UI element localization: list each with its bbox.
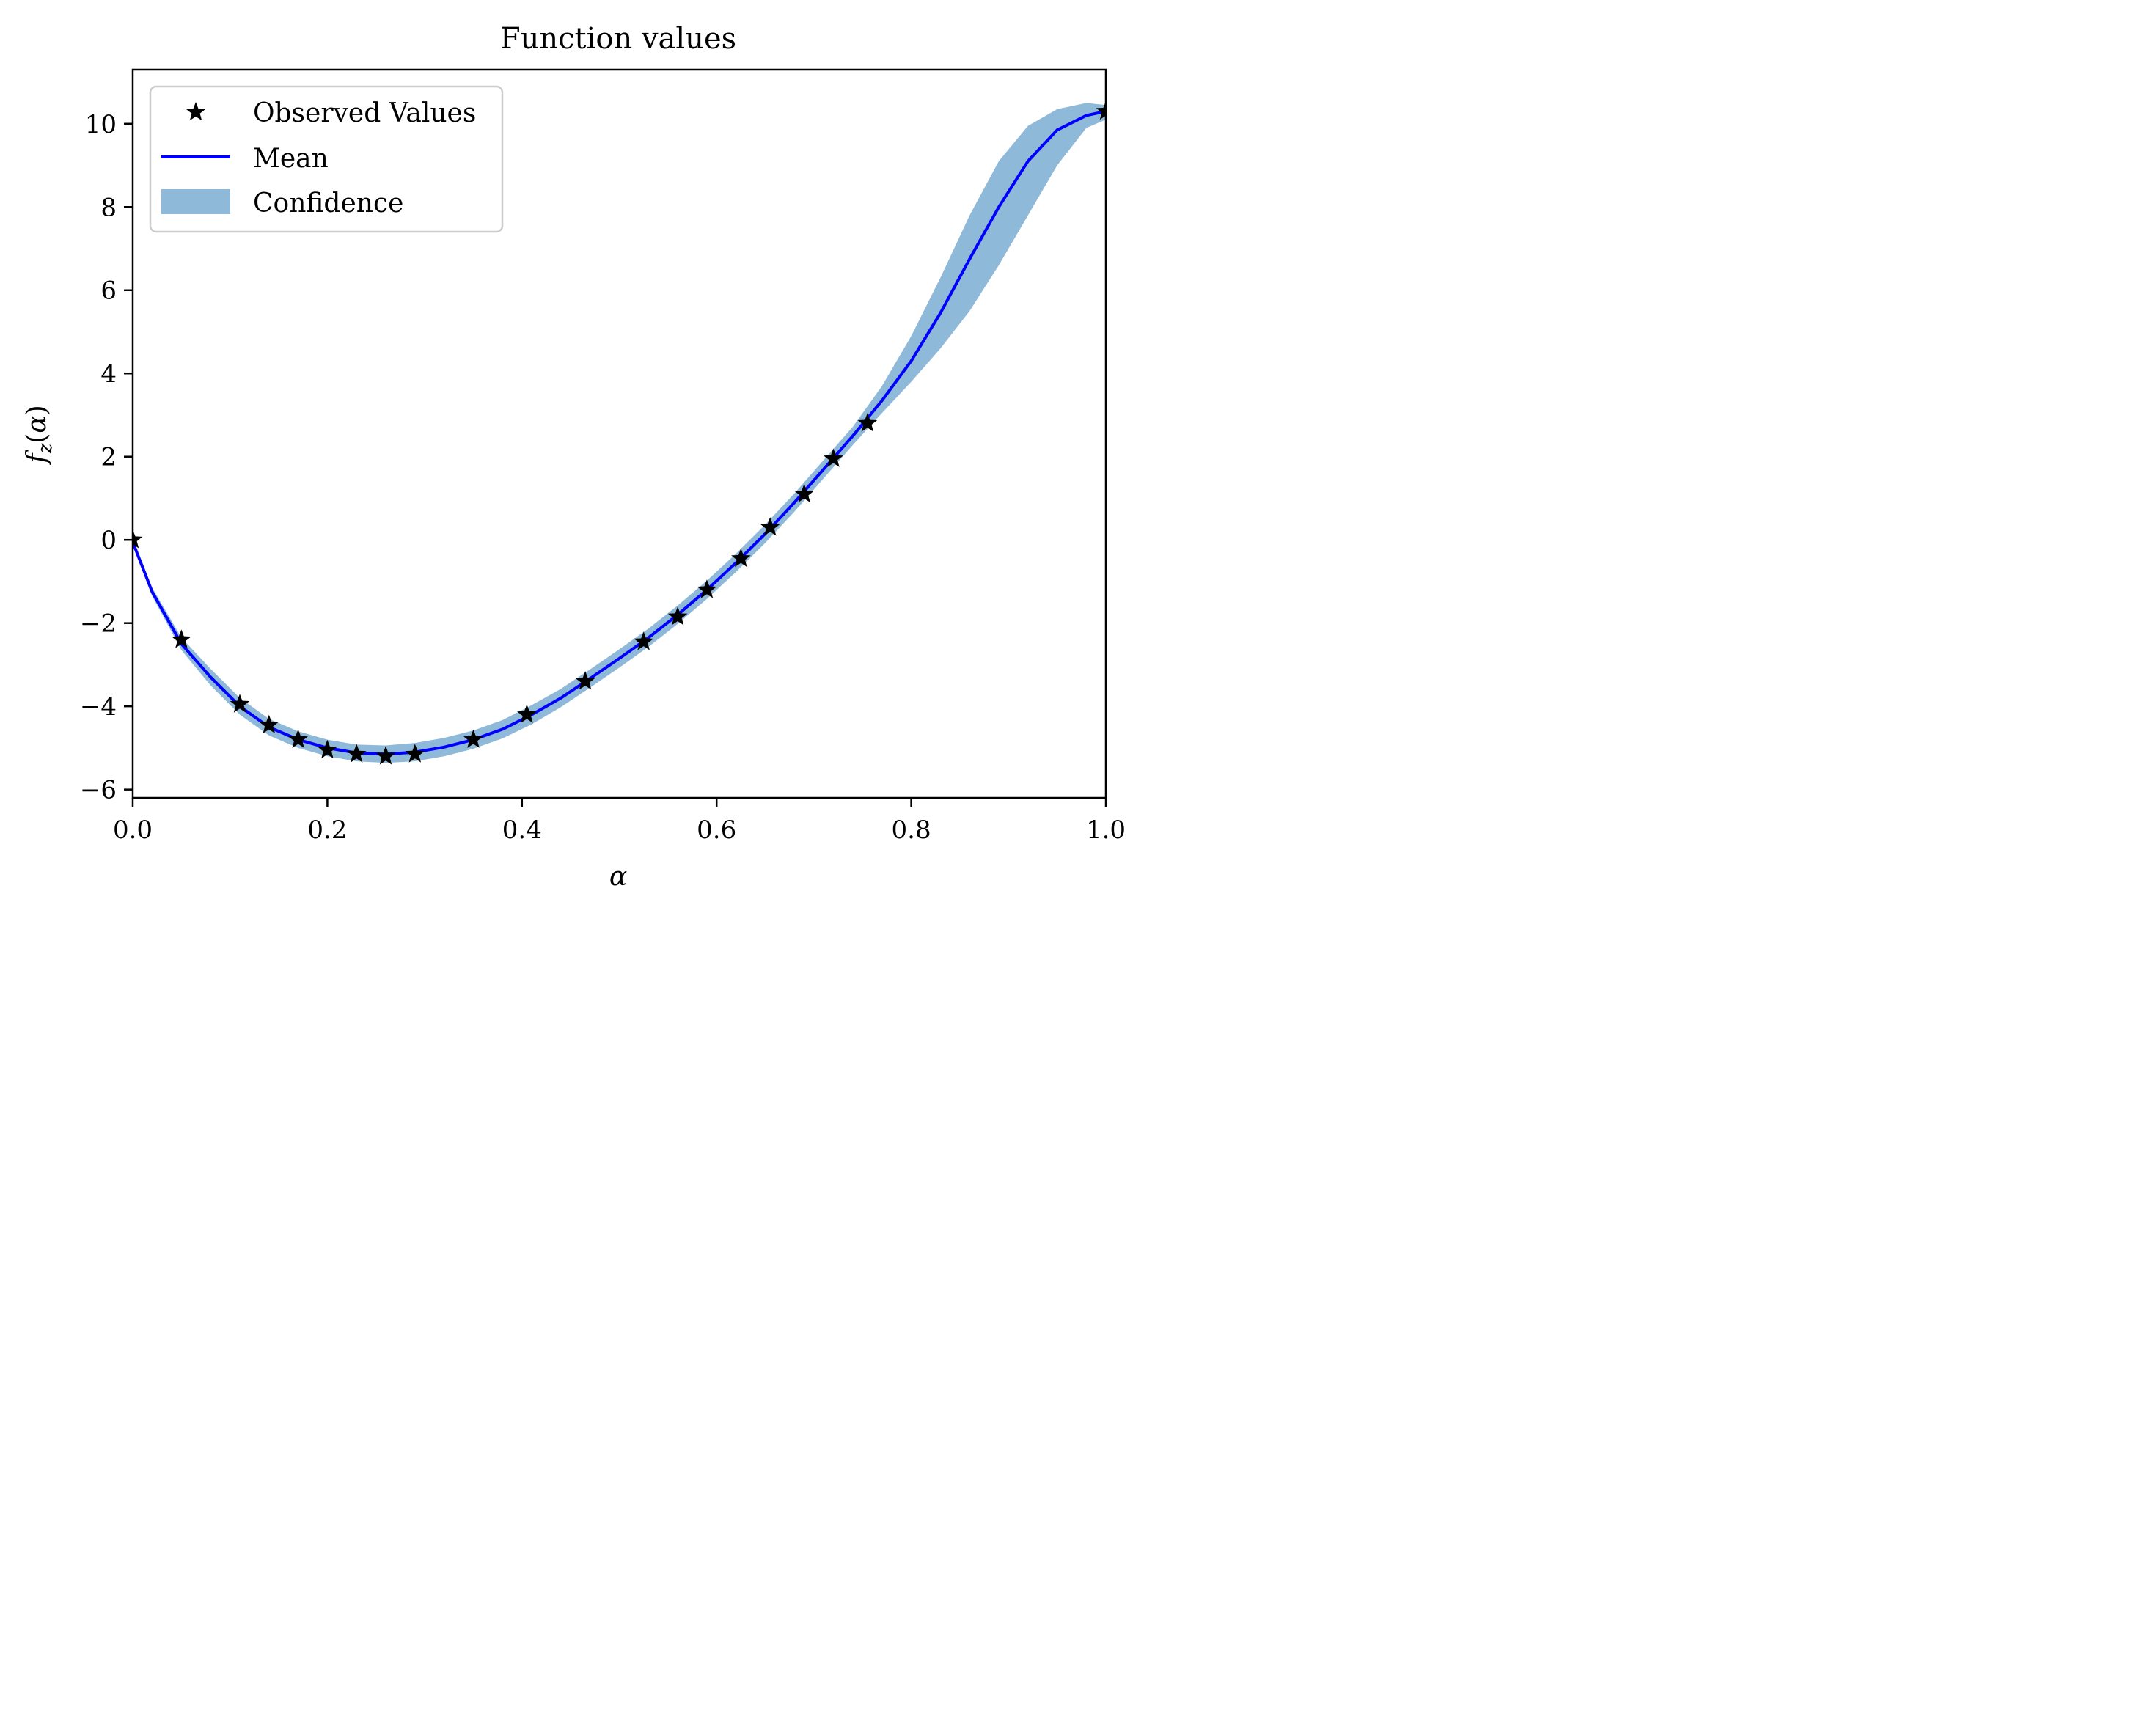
legend-label-observed: Observed Values <box>253 98 476 128</box>
legend-label-confidence: Confidence <box>253 188 403 219</box>
x-tick-label: 0.4 <box>502 815 542 845</box>
x-axis-label: α <box>609 862 627 892</box>
legend: Observed Values Mean Confidence <box>149 85 504 233</box>
observed-points-layer <box>133 100 1106 765</box>
y-tick-label: −4 <box>80 692 117 722</box>
y-axis-label-paren-close: ) <box>22 405 52 415</box>
observed-point <box>697 579 717 598</box>
observed-point <box>575 671 595 690</box>
observed-point <box>230 694 250 713</box>
observed-point <box>259 714 279 733</box>
observed-point <box>857 413 878 432</box>
observed-point <box>405 744 425 763</box>
x-tick-label: 1.0 <box>1086 815 1126 845</box>
y-axis-label-alpha: α <box>22 415 52 433</box>
y-tick-label: 4 <box>100 359 117 389</box>
plot-frame <box>131 68 1107 799</box>
observed-point <box>172 629 191 648</box>
y-axis-label-paren-open: ( <box>22 433 52 444</box>
observed-point <box>1096 100 1106 120</box>
x-tick-label: 0.2 <box>307 815 347 845</box>
y-tick-label: −6 <box>80 776 117 805</box>
observed-point <box>824 448 843 467</box>
observed-point <box>463 729 483 748</box>
observed-point <box>634 631 653 650</box>
x-axis: 0.0 0.2 0.4 0.6 0.8 1.0 <box>113 798 1126 845</box>
y-axis-label-subscript: z <box>34 443 56 454</box>
legend-box <box>149 85 504 233</box>
chart-title: Function values <box>500 22 736 56</box>
x-tick-label: 0.8 <box>892 815 931 845</box>
y-tick-label: 6 <box>100 276 117 306</box>
observed-point <box>133 529 143 549</box>
observed-point <box>760 517 780 536</box>
mean-line <box>133 109 1106 756</box>
y-tick-label: 8 <box>100 193 117 222</box>
y-tick-label: 10 <box>85 110 117 139</box>
y-tick-label: 0 <box>100 526 117 555</box>
observed-point <box>517 704 537 723</box>
observed-point <box>731 548 751 568</box>
x-tick-label: 0.6 <box>697 815 736 845</box>
y-tick-label: −2 <box>80 609 117 639</box>
observed-point <box>375 746 396 765</box>
legend-star <box>186 102 206 121</box>
observed-point <box>346 744 367 763</box>
observed-point <box>794 483 814 503</box>
chart: Function values 0.0 0.2 0.4 0.6 0.8 1.0 −6−4−… <box>22 22 1126 892</box>
legend-confidence-swatch <box>161 189 230 214</box>
observed-point <box>667 606 688 626</box>
mean-line-layer <box>133 109 1106 756</box>
y-axis: −6 −4 −2 0 2 4 6 8 10 <box>80 110 133 805</box>
legend-label-mean: Mean <box>253 144 329 174</box>
observed-point <box>318 739 337 759</box>
observed-point <box>288 729 308 748</box>
y-tick-label: 2 <box>100 443 117 472</box>
y-axis-label: fz(α) <box>22 405 56 465</box>
legend-star-marker <box>186 102 206 121</box>
x-tick-label: 0.0 <box>113 815 153 845</box>
